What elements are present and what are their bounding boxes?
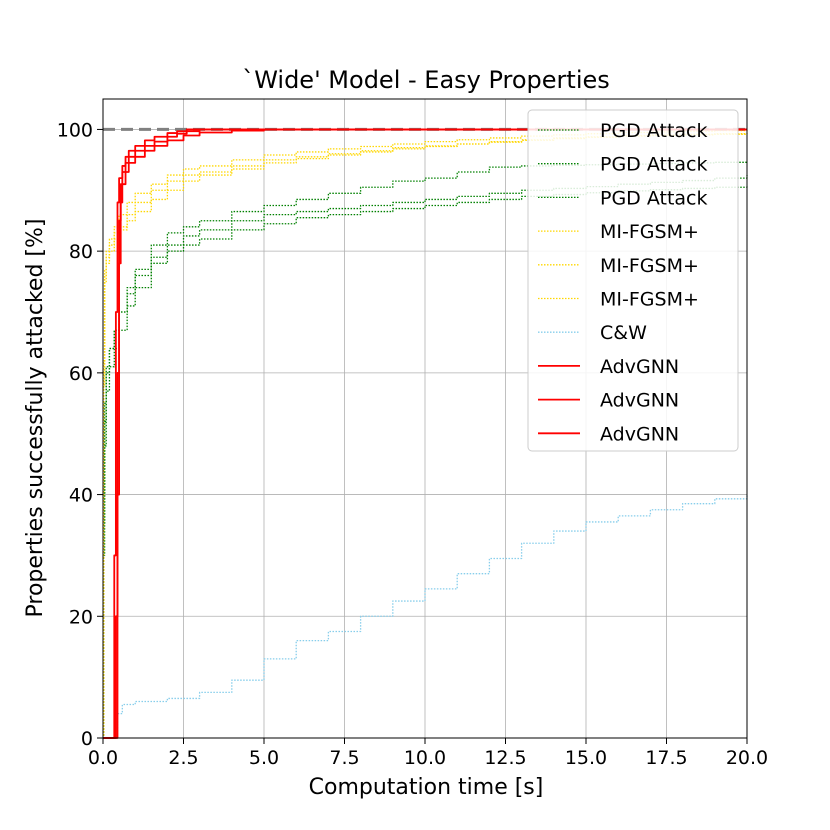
legend-entry: MI-FGSM+ <box>600 255 699 277</box>
ticks: 0.0 2.5 5.0 7.5 10.0 12.5 15.0 17.5 20.0 0 20 40 60 8… <box>57 119 768 769</box>
x-tick-label: 2.5 <box>168 747 198 769</box>
chart-title: `Wide' Model - Easy Properties <box>242 66 610 94</box>
legend-entry: PGD Attack <box>600 187 708 209</box>
legend-entry: MI-FGSM+ <box>600 221 699 243</box>
y-tick-label: 40 <box>69 485 93 507</box>
x-tick-label: 10.0 <box>404 747 446 769</box>
y-axis-label: Properties successfully attacked [%] <box>23 219 48 618</box>
y-tick-label: 100 <box>57 119 93 141</box>
y-tick-label: 80 <box>69 241 93 263</box>
legend-entry: AdvGNN <box>600 356 679 378</box>
legend: PGD Attack PGD Attack PGD Attack MI-FGSM+ MI… <box>527 109 739 452</box>
legend-entry: PGD Attack <box>600 154 708 176</box>
x-tick-label: 7.5 <box>329 747 359 769</box>
x-tick-label: 15.0 <box>565 747 607 769</box>
series-line <box>103 494 748 739</box>
series-line <box>103 128 747 739</box>
legend-entry: MI-FGSM+ <box>600 289 699 311</box>
x-tick-label: 12.5 <box>484 747 526 769</box>
y-tick-label: 60 <box>69 363 93 385</box>
legend-box <box>527 109 739 452</box>
x-tick-label: 17.5 <box>645 747 687 769</box>
x-axis-label: Computation time [s] <box>309 775 544 800</box>
x-tick-label: 5.0 <box>249 747 279 769</box>
y-tick-label: 0 <box>81 728 93 750</box>
y-tick-label: 20 <box>69 606 93 628</box>
legend-entry: C&W <box>600 322 647 344</box>
x-tick-label: 0.0 <box>88 747 118 769</box>
legend-entry: AdvGNN <box>600 423 679 445</box>
series-line <box>103 128 747 739</box>
legend-entry: AdvGNN <box>600 390 679 412</box>
x-tick-label: 20.0 <box>726 747 768 769</box>
legend-entry: PGD Attack <box>600 120 708 142</box>
